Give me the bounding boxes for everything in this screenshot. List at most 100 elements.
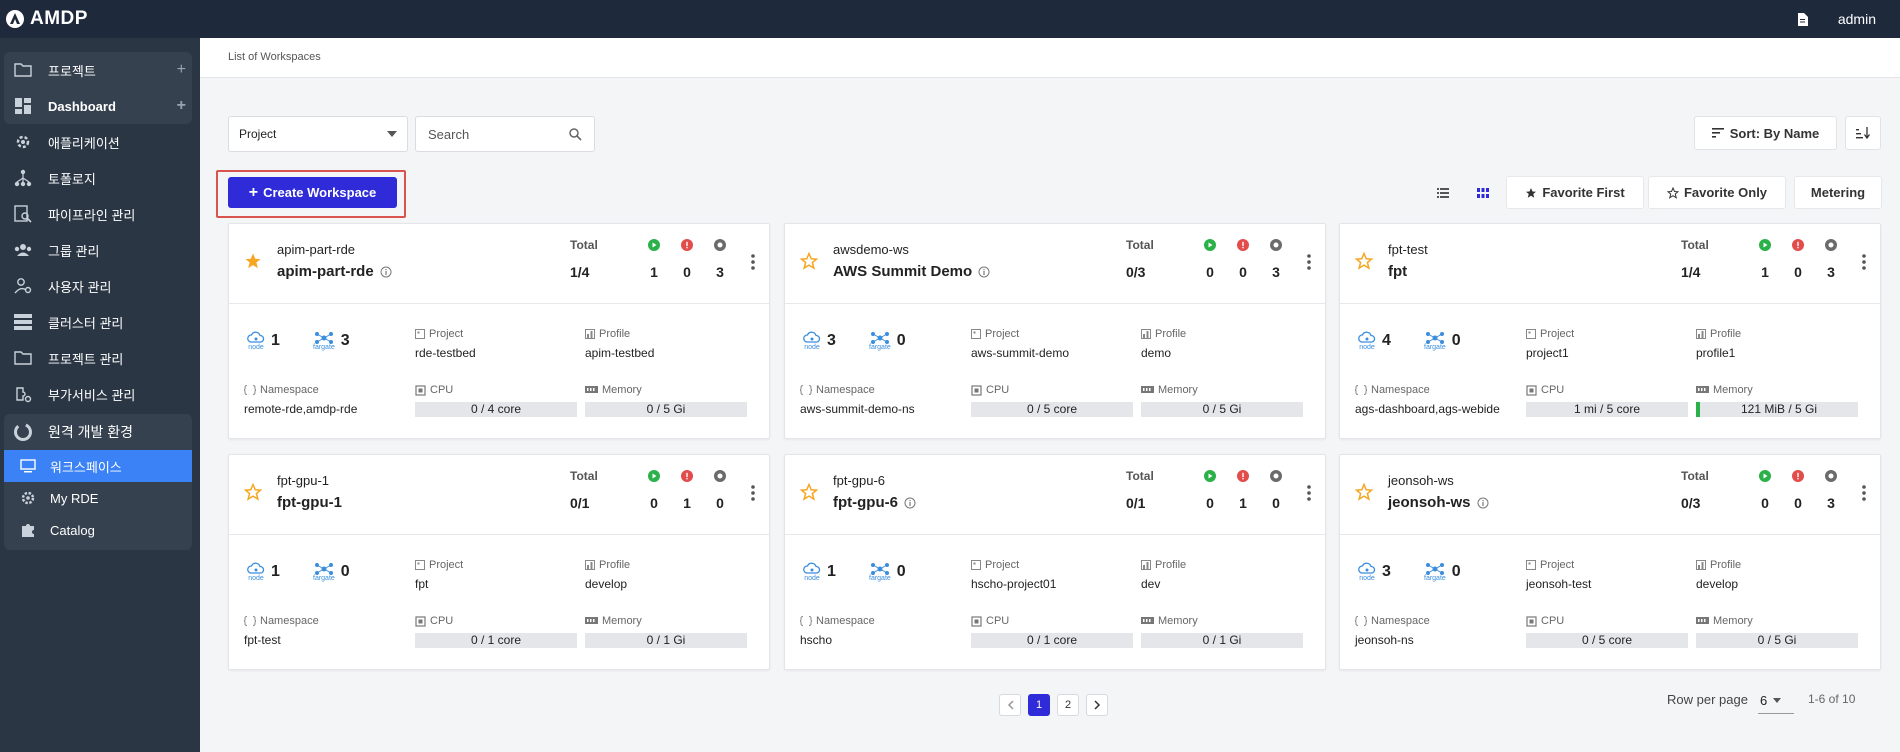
- workspace-name: apim-part-rde: [277, 242, 356, 257]
- cpu-label-text: CPU: [1541, 384, 1565, 396]
- workspace-title[interactable]: AWS Summit Demo: [833, 263, 990, 280]
- sidebar-item-cluster[interactable]: 클러스터 관리: [0, 304, 200, 340]
- more-vert-icon[interactable]: [1307, 485, 1311, 501]
- fargate-count: 0: [896, 563, 906, 580]
- profile-label-text: Profile: [1155, 559, 1187, 571]
- page-button-2[interactable]: 2: [1057, 694, 1079, 716]
- workspace-card[interactable]: fpt-test fpt Total 1/4 1 0 3 node 4 farg…: [1339, 223, 1881, 439]
- prev-page-button[interactable]: [999, 694, 1021, 716]
- list-view-icon[interactable]: [1432, 182, 1454, 204]
- star-filled-icon[interactable]: [244, 252, 262, 270]
- grid-view-icon[interactable]: [1472, 182, 1494, 204]
- fargate-icon: fargate: [1424, 562, 1446, 582]
- memory-usage-bar: 0 / 1 Gi: [1141, 633, 1303, 648]
- more-vert-icon[interactable]: [1307, 254, 1311, 270]
- sidebar-item-application[interactable]: 애플리케이션: [0, 124, 200, 160]
- memory-icon: [1696, 616, 1709, 626]
- error-count: 0: [1239, 264, 1247, 280]
- profile-value: dev: [1141, 577, 1161, 591]
- more-vert-icon[interactable]: [751, 485, 755, 501]
- more-vert-icon[interactable]: [751, 254, 755, 270]
- profile-value: demo: [1141, 346, 1172, 360]
- workspace-card[interactable]: jeonsoh-ws jeonsoh-ws Total 0/3 0 0 3 no…: [1339, 454, 1881, 670]
- workspace-title[interactable]: fpt-gpu-1: [277, 494, 342, 511]
- add-icon[interactable]: +: [176, 61, 186, 78]
- workspace-card[interactable]: fpt-gpu-1 fpt-gpu-1 Total 0/1 0 1 0 node…: [228, 454, 770, 670]
- node-resource: node 1: [247, 331, 280, 351]
- logo[interactable]: AMDP: [0, 8, 88, 30]
- sidebar-item-label: My RDE: [50, 490, 99, 506]
- page-button-1[interactable]: 1: [1028, 694, 1050, 716]
- sidebar-item-project[interactable]: 프로젝트 +: [4, 52, 192, 88]
- workspace-title-text: AWS Summit Demo: [833, 263, 973, 280]
- next-page-button[interactable]: [1086, 694, 1108, 716]
- cpu-icon: [971, 384, 982, 396]
- total-value: 0/1: [570, 495, 590, 511]
- sidebar-item-user[interactable]: 사용자 관리: [0, 268, 200, 304]
- search-input[interactable]: [428, 126, 558, 142]
- sidebar-item-pipeline[interactable]: 파이프라인 관리: [0, 196, 200, 232]
- group-icon: [12, 239, 34, 261]
- project-label: Project: [415, 559, 463, 571]
- sidebar-item-topology[interactable]: 토폴로지: [0, 160, 200, 196]
- stopped-icon: [714, 470, 726, 482]
- info-icon[interactable]: [904, 497, 916, 509]
- sort-button[interactable]: Sort: By Name: [1694, 116, 1837, 150]
- document-icon[interactable]: [1797, 12, 1808, 26]
- project-value: hscho-project01: [971, 577, 1057, 591]
- sidebar-item-dashboard[interactable]: Dashboard +: [4, 88, 192, 124]
- info-icon[interactable]: [1477, 497, 1489, 509]
- search-icon[interactable]: [569, 127, 582, 141]
- star-outline-icon[interactable]: [1355, 252, 1373, 270]
- rows-per-page-select[interactable]: 6: [1758, 688, 1794, 714]
- sidebar-item-remote[interactable]: 원격 개발 환경: [4, 414, 192, 450]
- sidebar-item-my-rde[interactable]: My RDE: [4, 482, 192, 514]
- sidebar-item-group[interactable]: 그룹 관리: [0, 232, 200, 268]
- remote-icon: [12, 421, 34, 443]
- sidebar-item-label: 사용자 관리: [48, 279, 112, 295]
- namespace-icon: [800, 616, 812, 626]
- create-workspace-button[interactable]: + Create Workspace: [228, 177, 397, 208]
- user-name[interactable]: admin: [1837, 11, 1876, 27]
- sidebar-item-workspace[interactable]: 워크스페이스: [4, 450, 192, 482]
- sort-order-button[interactable]: [1845, 116, 1881, 150]
- star-outline-icon[interactable]: [1355, 483, 1373, 501]
- metering-label: Metering: [1810, 185, 1866, 200]
- memory-label-text: Memory: [1158, 384, 1198, 396]
- favorite-first-button[interactable]: Favorite First: [1506, 176, 1644, 209]
- workspace-card[interactable]: awsdemo-ws AWS Summit Demo Total 0/3 0 0…: [784, 223, 1326, 439]
- sort-order-icon: [1856, 127, 1870, 139]
- stopped-count: 3: [1827, 264, 1835, 280]
- favorite-only-button[interactable]: Favorite Only: [1648, 176, 1786, 209]
- stopped-count: 3: [1272, 264, 1280, 280]
- project-label-text: Project: [985, 559, 1020, 571]
- star-outline-icon[interactable]: [800, 252, 818, 270]
- profile-value: develop: [1696, 577, 1739, 591]
- project-select[interactable]: Project: [228, 116, 408, 152]
- sidebar-item-addon[interactable]: 부가서비스 관리: [0, 376, 200, 412]
- more-vert-icon[interactable]: [1862, 254, 1866, 270]
- node-caption: node: [804, 344, 820, 351]
- info-icon[interactable]: [380, 266, 392, 278]
- fargate-icon: fargate: [313, 562, 335, 582]
- info-icon[interactable]: [978, 266, 990, 278]
- workspace-title[interactable]: fpt: [1388, 263, 1407, 280]
- fargate-resource: fargate 3: [313, 331, 350, 351]
- workspace-title[interactable]: fpt-gpu-6: [833, 494, 916, 511]
- sidebar-item-project-manage[interactable]: 프로젝트 관리: [0, 340, 200, 376]
- search-field[interactable]: [415, 116, 595, 152]
- add-icon[interactable]: +: [176, 97, 186, 114]
- fargate-icon: fargate: [313, 331, 335, 351]
- workspace-title[interactable]: apim-part-rde: [277, 263, 392, 280]
- namespace-label-text: Namespace: [1371, 615, 1430, 627]
- star-outline-icon[interactable]: [244, 483, 262, 501]
- workspace-title-text: fpt-gpu-6: [833, 494, 898, 511]
- more-vert-icon[interactable]: [1862, 485, 1866, 501]
- namespace-label-text: Namespace: [816, 384, 875, 396]
- metering-button[interactable]: Metering: [1794, 176, 1882, 209]
- workspace-card[interactable]: fpt-gpu-6 fpt-gpu-6 Total 0/1 0 1 0 node…: [784, 454, 1326, 670]
- sidebar-item-catalog[interactable]: Catalog: [4, 514, 192, 546]
- workspace-card[interactable]: apim-part-rde apim-part-rde Total 1/4 1 …: [228, 223, 770, 439]
- workspace-title[interactable]: jeonsoh-ws: [1388, 494, 1489, 511]
- star-outline-icon[interactable]: [800, 483, 818, 501]
